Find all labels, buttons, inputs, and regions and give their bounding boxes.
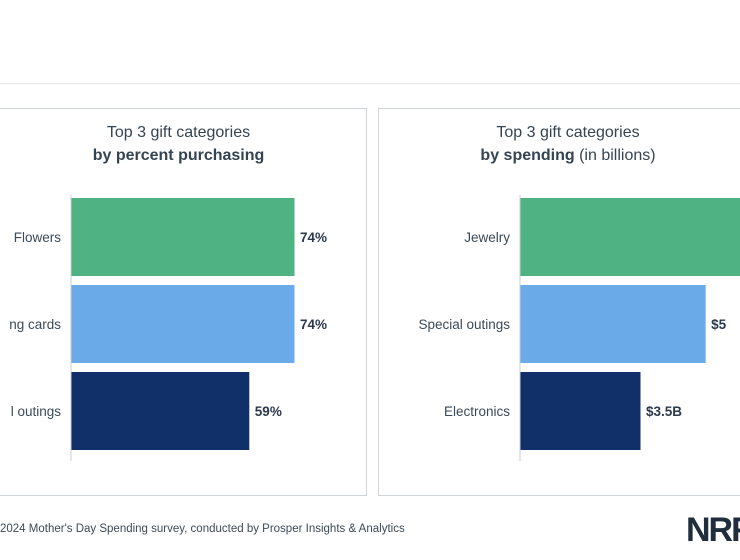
- chart-title: Top 3 gift categories by percent purchas…: [0, 121, 366, 167]
- chart-title-bold: by spending: [480, 147, 575, 164]
- chart-panel-percent: Top 3 gift categories by percent purchas…: [0, 108, 367, 496]
- chart-title: Top 3 gift categories by spending (in bi…: [379, 121, 740, 167]
- nrf-logo: NRF: [686, 511, 740, 549]
- source-footnote: 2024 Mother's Day Spending survey, condu…: [0, 523, 405, 535]
- category-label: Special outings: [418, 317, 510, 332]
- value-label: 74%: [300, 230, 327, 245]
- bar-jewelry: [520, 198, 740, 276]
- value-label: $3.5B: [646, 404, 682, 419]
- category-label: ng cards: [9, 317, 61, 332]
- value-label: 74%: [300, 317, 327, 332]
- chart-title-line1: Top 3 gift categories: [496, 124, 640, 141]
- chart-title-line1: Top 3 gift categories: [106, 124, 251, 141]
- bar-flowers: [71, 198, 295, 276]
- bar-chart-percent: Flowers 74% ng cards 74% l outings 59%: [9, 195, 327, 461]
- chart-panel-spending: Top 3 gift categories by spending (in bi…: [378, 108, 740, 496]
- category-label: Electronics: [444, 404, 510, 419]
- bar-electronics: [520, 372, 641, 450]
- bar-greeting-cards: [71, 285, 295, 363]
- value-label: 59%: [255, 404, 282, 419]
- bar-special-outings: [71, 372, 250, 450]
- chart-title-bold: by percent purchasing: [92, 147, 265, 164]
- value-label: $5: [711, 317, 727, 332]
- category-label: Jewelry: [464, 230, 510, 245]
- category-label: Flowers: [14, 230, 62, 245]
- chart-title-suffix: (in billions): [574, 147, 656, 164]
- category-label: l outings: [11, 404, 62, 419]
- bar-special-outings: [520, 285, 706, 363]
- top-divider: [0, 83, 740, 84]
- bar-chart-spending: Jewelry Special outings $5 Electronics $3.5B: [418, 195, 740, 461]
